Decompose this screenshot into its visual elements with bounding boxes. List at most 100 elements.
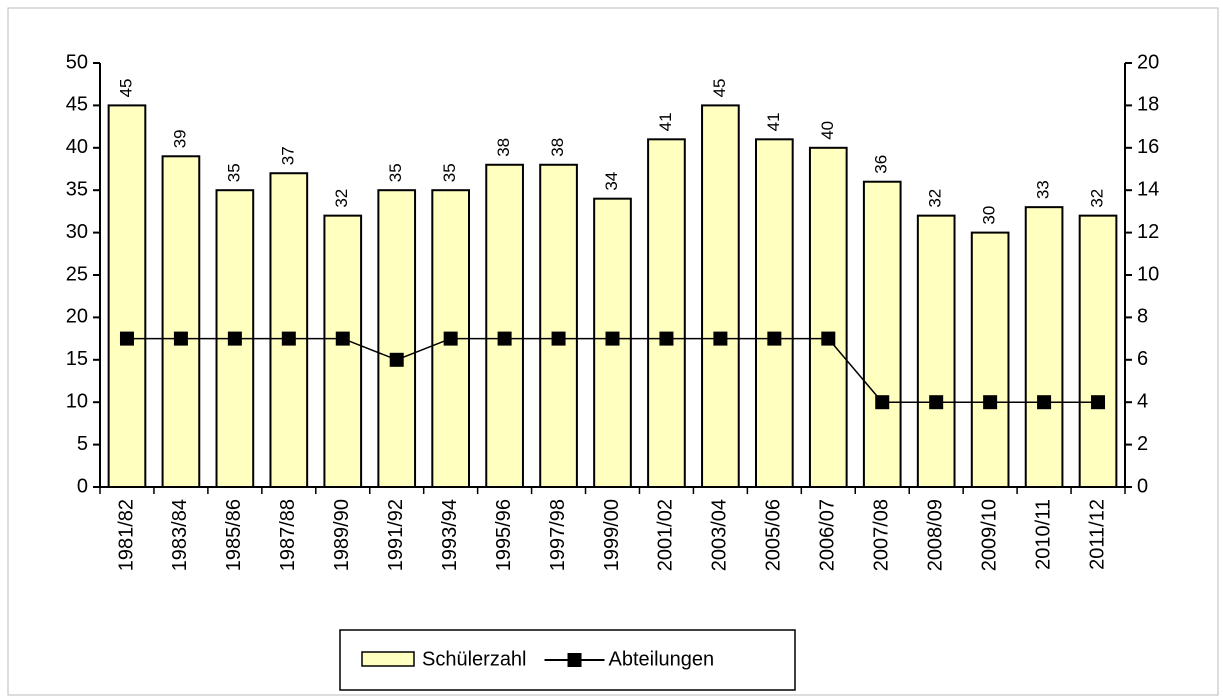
- x-tick-label: 1995/96: [493, 499, 515, 571]
- y-tick-label: 45: [66, 94, 88, 116]
- y-tick-label: 0: [77, 475, 88, 497]
- y2-tick-label: 6: [1137, 348, 1148, 370]
- line-marker: [659, 331, 674, 346]
- y-tick-label: 50: [66, 51, 88, 73]
- line-marker: [713, 331, 728, 346]
- bar: [647, 138, 686, 488]
- data-label: 36: [872, 155, 891, 174]
- y2-tick-label: 0: [1137, 475, 1148, 497]
- x-tick-label: 2005/06: [763, 499, 785, 571]
- data-label: 30: [980, 206, 999, 225]
- y2-tick-label: 20: [1137, 51, 1159, 73]
- bar: [107, 104, 147, 489]
- y-tick-label: 40: [66, 136, 88, 158]
- line-marker: [227, 331, 242, 346]
- line-marker: [443, 331, 458, 346]
- data-label: 39: [170, 129, 189, 148]
- x-tick-label: 1997/98: [547, 499, 569, 571]
- line-marker: [119, 331, 134, 346]
- data-label: 45: [710, 78, 729, 97]
- y-tick-label: 5: [77, 433, 88, 455]
- bar: [970, 231, 1010, 488]
- line-marker: [767, 331, 782, 346]
- x-tick-label: 1991/92: [385, 499, 407, 571]
- data-label: 35: [440, 163, 459, 182]
- line-marker: [389, 352, 404, 367]
- x-tick-label: 2011/12: [1086, 499, 1108, 570]
- bar: [1078, 214, 1118, 488]
- data-label: 32: [926, 189, 945, 208]
- legend-label: Abteilungen: [609, 648, 715, 670]
- y-tick-label: 20: [66, 306, 88, 328]
- y2-tick-label: 18: [1137, 94, 1159, 116]
- line-marker: [1091, 395, 1106, 410]
- x-tick-label: 2003/04: [709, 499, 731, 571]
- line-marker: [335, 331, 350, 346]
- line-marker: [551, 331, 566, 346]
- bar: [916, 214, 956, 488]
- x-tick-label: 2008/09: [924, 499, 946, 571]
- data-label: 32: [332, 189, 351, 208]
- y2-tick-label: 8: [1137, 306, 1148, 328]
- line-marker: [281, 331, 296, 346]
- legend-marker: [567, 653, 582, 667]
- line-marker: [983, 395, 998, 410]
- x-tick-label: 2006/07: [817, 499, 839, 571]
- data-label: 34: [602, 172, 621, 191]
- data-label: 35: [386, 163, 405, 182]
- x-tick-label: 1993/94: [439, 499, 461, 571]
- data-label: 35: [224, 163, 243, 182]
- line-marker: [875, 395, 890, 410]
- bar: [701, 104, 740, 489]
- line-marker: [497, 331, 512, 346]
- data-label: 32: [1088, 189, 1107, 208]
- x-tick-label: 1985/86: [223, 499, 245, 571]
- data-label: 38: [548, 138, 567, 157]
- line-marker: [929, 395, 944, 410]
- x-tick-label: 2010/11: [1032, 499, 1054, 570]
- y2-tick-label: 16: [1137, 136, 1159, 158]
- y-tick-label: 30: [66, 221, 88, 243]
- y-tick-label: 10: [66, 390, 88, 412]
- bar: [485, 163, 524, 488]
- data-label: 41: [656, 112, 675, 131]
- data-label: 38: [494, 138, 513, 157]
- y-tick-label: 35: [66, 178, 88, 200]
- data-label: 37: [278, 146, 297, 165]
- x-tick-label: 1987/88: [277, 499, 299, 571]
- bar: [269, 172, 309, 489]
- x-tick-label: 1999/00: [601, 499, 623, 571]
- bar: [755, 138, 794, 488]
- bar: [377, 189, 417, 488]
- legend-label: Schülerzahl: [422, 648, 527, 670]
- legend-swatch: [361, 651, 415, 667]
- bar: [539, 163, 578, 488]
- y2-tick-label: 14: [1137, 178, 1159, 200]
- x-tick-label: 1983/84: [169, 499, 191, 571]
- y-tick-label: 15: [66, 348, 88, 370]
- y2-tick-label: 12: [1137, 221, 1159, 243]
- y2-tick-label: 4: [1137, 390, 1148, 412]
- x-tick-label: 2001/02: [655, 499, 677, 571]
- data-label: 45: [116, 78, 135, 97]
- bar: [1024, 206, 1064, 488]
- bar: [862, 180, 902, 488]
- bar: [161, 155, 201, 488]
- line-marker: [605, 331, 620, 346]
- line-marker: [821, 331, 836, 346]
- y-tick-label: 25: [66, 263, 88, 285]
- y2-tick-label: 10: [1137, 263, 1159, 285]
- data-label: 41: [764, 112, 783, 131]
- line-marker: [173, 331, 188, 346]
- x-tick-label: 1981/82: [115, 499, 137, 571]
- data-label: 40: [818, 121, 837, 140]
- x-tick-label: 1989/90: [331, 499, 353, 571]
- bar: [323, 214, 363, 488]
- line-marker: [1037, 395, 1052, 410]
- y2-tick-label: 2: [1137, 433, 1148, 455]
- bar: [808, 146, 848, 489]
- x-tick-label: 2007/08: [871, 499, 893, 571]
- x-tick-label: 2009/10: [978, 499, 1000, 571]
